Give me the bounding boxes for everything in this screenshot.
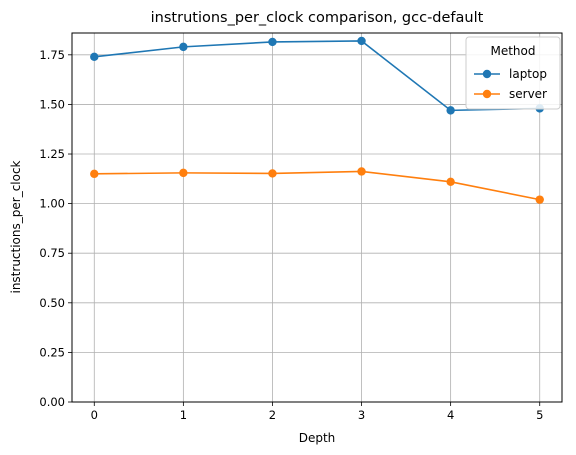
y-tick-label: 0.00	[39, 395, 65, 409]
x-tick-label: 5	[536, 408, 543, 422]
x-tick-label: 2	[269, 408, 276, 422]
x-tick-label: 4	[447, 408, 454, 422]
plot-area-frame	[71, 32, 563, 403]
y-tick-label: 1.50	[39, 97, 65, 111]
x-axis-label: Depth	[299, 431, 336, 445]
y-tick-label: 0.75	[39, 246, 65, 260]
legend-swatch-marker-laptop	[482, 69, 492, 79]
chart-title: instrutions_per_clock comparison, gcc-de…	[151, 10, 484, 26]
y-tick-label: 0.25	[39, 345, 65, 359]
legend-entries: laptop server	[474, 67, 547, 101]
series-line-server	[94, 170, 540, 201]
legend: Method laptop server	[465, 36, 561, 110]
data-point-server	[90, 169, 99, 179]
data-point-laptop	[179, 42, 188, 52]
legend-label-laptop: laptop	[509, 67, 547, 81]
y-tick-label: 1.25	[39, 147, 65, 161]
data-point-server	[535, 195, 544, 204]
x-axis-ticks: 0 1 2 3 4 5	[91, 402, 543, 422]
y-axis-ticks: 0.00 0.25 0.50 0.75 1.00 1.25 1.50 1.75	[39, 48, 72, 409]
y-axis-label: instructions_per_clock	[9, 160, 23, 293]
data-point-server	[357, 167, 366, 176]
data-point-laptop	[446, 106, 455, 115]
y-tick-label: 1.00	[39, 197, 65, 211]
series-line-laptop	[94, 40, 540, 112]
data-point-laptop	[357, 36, 366, 46]
x-tick-label: 1	[180, 408, 187, 422]
data-point-server	[268, 169, 277, 178]
data-point-laptop	[90, 52, 99, 62]
legend-swatch-marker-server	[482, 89, 492, 99]
data-point-laptop	[268, 37, 277, 47]
data-point-server	[179, 168, 188, 178]
y-tick-label: 1.75	[39, 48, 65, 62]
x-tick-label: 3	[358, 408, 365, 422]
y-tick-label: 0.50	[39, 296, 65, 310]
x-tick-label: 0	[91, 408, 98, 422]
legend-label-server: server	[509, 87, 547, 101]
data-point-server	[446, 177, 455, 186]
legend-title: Method	[490, 44, 535, 58]
